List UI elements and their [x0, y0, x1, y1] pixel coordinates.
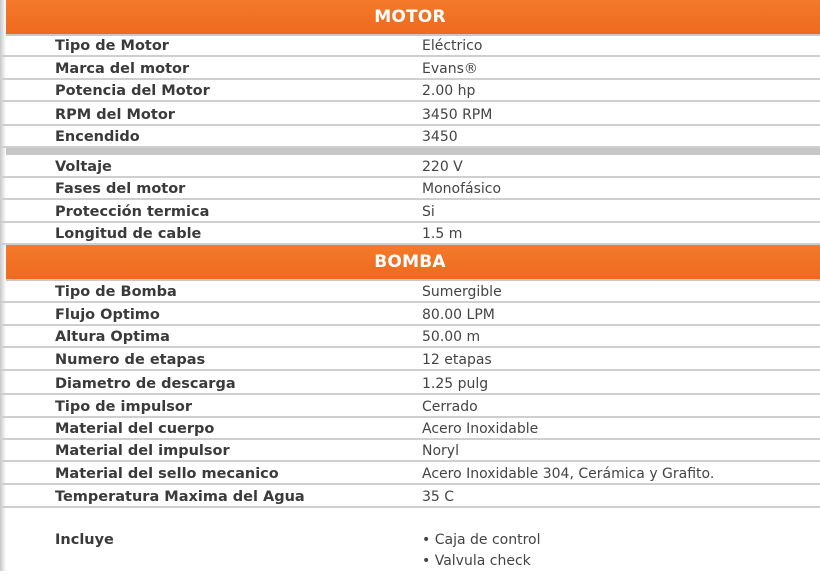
spec-value: 80.00 LPM: [422, 307, 495, 323]
spec-value: Cerrado: [422, 399, 478, 415]
section-header-motor: MOTOR: [0, 0, 820, 36]
spec-label: Material del sello mecanico: [55, 466, 279, 482]
spec-row: Fases del motor Monofásico: [0, 178, 820, 200]
spec-row: Diametro de descarga 1.25 pulg: [0, 371, 820, 395]
spec-label: RPM del Motor: [55, 107, 175, 123]
includes-item: Valvula check: [422, 553, 540, 574]
includes-item: Caja de control: [422, 532, 541, 553]
spec-value: Acero Inoxidable 304, Cerámica y Grafito…: [422, 466, 715, 482]
spec-label: Protección termica: [55, 204, 210, 220]
includes-row: Incluye Caja de control Valvula check: [0, 508, 820, 571]
spec-label: Encendido: [55, 129, 140, 145]
includes-list: Caja de control Valvula check: [422, 532, 541, 574]
spec-label: Potencia del Motor: [55, 83, 210, 99]
spec-label: Diametro de descarga: [55, 376, 236, 392]
section-divider-band: [0, 148, 820, 155]
spec-label: Flujo Optimo: [55, 307, 160, 323]
spec-row: Protección termica Si: [0, 200, 820, 223]
spec-value: 3450: [422, 129, 458, 145]
spec-row: Material del cuerpo Acero Inoxidable: [0, 418, 820, 440]
spec-value: 1.25 pulg: [422, 376, 489, 392]
spec-row: Altura Optima 50.00 m: [0, 326, 820, 348]
bomba-section: BOMBA Tipo de Bomba Sumergible Flujo Optim…: [0, 245, 820, 571]
spec-label: Altura Optima: [55, 329, 170, 345]
spec-value: 35 C: [422, 489, 455, 505]
spec-value: Acero Inoxidable: [422, 421, 539, 437]
spec-row: Marca del motor Evans®: [0, 57, 820, 80]
spec-label: Temperatura Maxima del Agua: [55, 489, 305, 505]
spec-value: Monofásico: [422, 181, 502, 197]
left-edge-shadow: [0, 0, 6, 571]
spec-value: Evans®: [422, 61, 478, 77]
spec-value: Noryl: [422, 443, 459, 459]
spec-row: Potencia del Motor 2.00 hp: [0, 80, 820, 102]
spec-row: RPM del Motor 3450 RPM: [0, 102, 820, 126]
spec-row: Temperatura Maxima del Agua 35 C: [0, 485, 820, 508]
includes-label: Incluye: [55, 532, 114, 548]
spec-label: Marca del motor: [55, 61, 190, 77]
spec-row: Encendido 3450: [0, 126, 820, 148]
spec-value: Sumergible: [422, 284, 502, 300]
spec-value: 220 V: [422, 159, 463, 175]
spec-row: Material del sello mecanico Acero Inoxida…: [0, 462, 820, 485]
spec-label: Tipo de Bomba: [55, 284, 177, 300]
spec-row: Tipo de impulsor Cerrado: [0, 395, 820, 418]
spec-label: Tipo de Motor: [55, 38, 169, 54]
spec-label: Fases del motor: [55, 181, 186, 197]
section-header-bomba: BOMBA: [0, 245, 820, 281]
spec-row: Numero de etapas 12 etapas: [0, 348, 820, 371]
motor-section: MOTOR Tipo de Motor Eléctrico Marca del mo…: [0, 0, 820, 245]
spec-label: Longitud de cable: [55, 226, 202, 242]
spec-label: Voltaje: [55, 159, 112, 175]
spec-value: 50.00 m: [422, 329, 481, 345]
spec-value: 12 etapas: [422, 352, 492, 368]
spec-row: Tipo de Bomba Sumergible: [0, 281, 820, 303]
spec-label: Material del cuerpo: [55, 421, 215, 437]
spec-row: Tipo de Motor Eléctrico: [0, 36, 820, 57]
spec-row: Flujo Optimo 80.00 LPM: [0, 303, 820, 326]
spec-row: Material del impulsor Noryl: [0, 440, 820, 462]
spec-label: Tipo de impulsor: [55, 399, 193, 415]
spec-value: Si: [422, 204, 435, 220]
spec-row: Voltaje 220 V: [0, 155, 820, 178]
spec-value: Eléctrico: [422, 38, 483, 54]
spec-value: 3450 RPM: [422, 107, 493, 123]
spec-value: 2.00 hp: [422, 83, 476, 99]
spec-row: Longitud de cable 1.5 m: [0, 223, 820, 245]
spec-label: Material del impulsor: [55, 443, 230, 459]
spec-label: Numero de etapas: [55, 352, 206, 368]
spec-value: 1.5 m: [422, 226, 463, 242]
